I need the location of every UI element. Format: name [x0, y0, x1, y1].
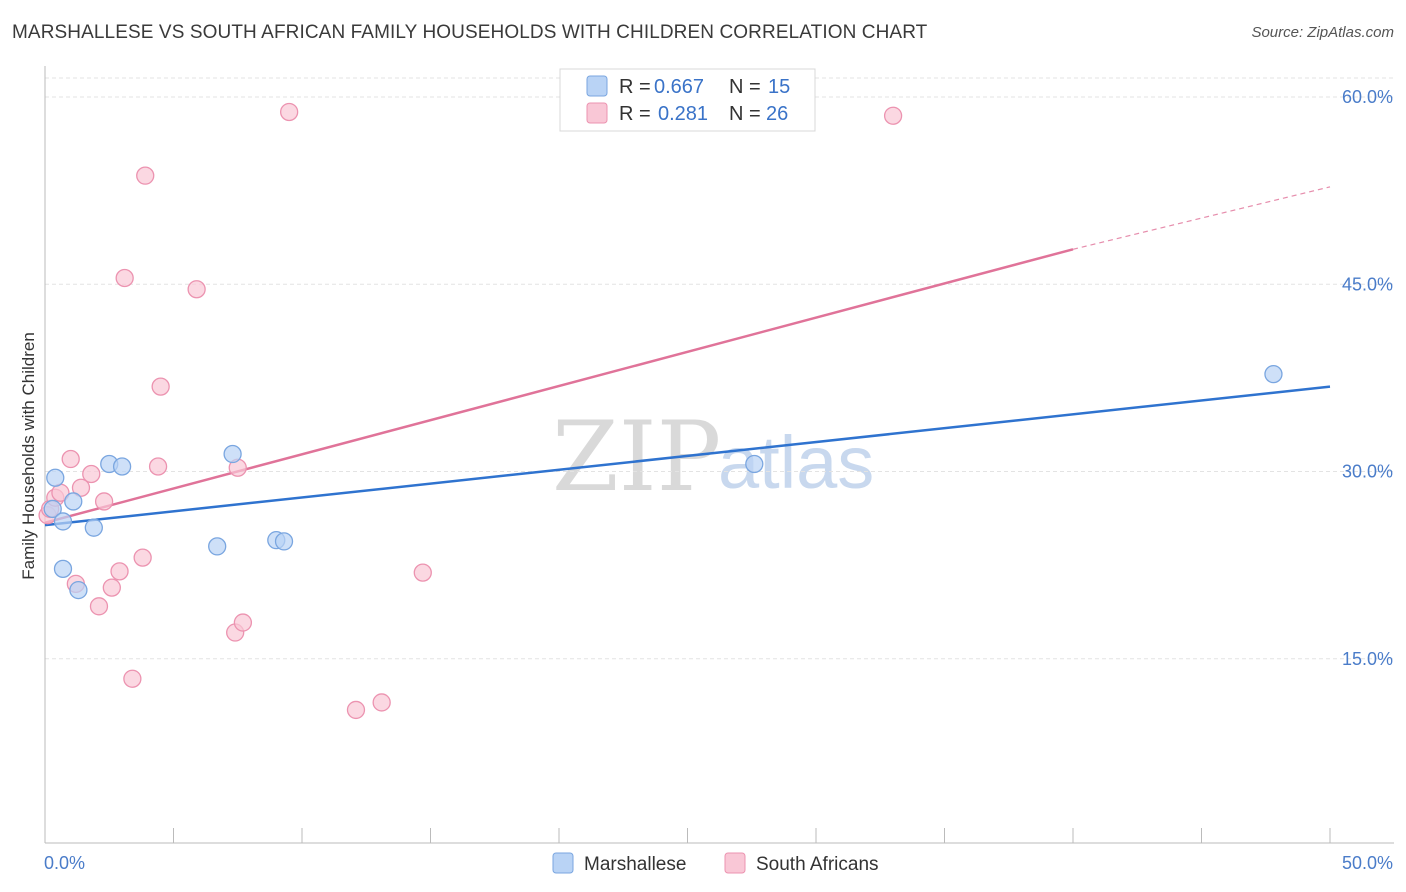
- point-marshallese: [53, 512, 73, 531]
- x-tick-label: 50.0%: [1342, 853, 1393, 873]
- point-south-africans: [346, 700, 366, 720]
- point-south-africans: [136, 166, 155, 185]
- point-south-africans: [233, 613, 253, 632]
- bottom-legend-marshallese: Marshallese: [584, 854, 686, 875]
- point-south-africans: [94, 492, 114, 511]
- point-marshallese: [69, 580, 88, 600]
- trend-line-south-africans-extension: [1072, 186, 1331, 250]
- legend-n-label-1: N =: [729, 76, 761, 98]
- point-south-africans: [372, 693, 391, 712]
- point-south-africans: [883, 106, 903, 125]
- bottom-legend-swatch-south-africans: [724, 852, 746, 874]
- point-marshallese: [64, 492, 83, 511]
- point-marshallese: [223, 444, 242, 464]
- legend-swatch-marshallese: [586, 75, 608, 97]
- point-marshallese: [274, 532, 294, 551]
- point-south-africans: [102, 578, 121, 597]
- gridlines: [45, 77, 1394, 660]
- point-south-africans: [82, 464, 101, 484]
- y-tick-label: 45.0%: [1342, 274, 1393, 294]
- point-marshallese: [84, 518, 103, 537]
- point-south-africans: [115, 268, 134, 288]
- point-south-africans: [187, 280, 206, 299]
- point-marshallese: [112, 457, 132, 476]
- legend-n-value-2: 26: [766, 103, 788, 125]
- point-south-africans: [133, 548, 152, 567]
- point-south-africans: [148, 457, 168, 476]
- point-south-africans: [71, 478, 91, 497]
- trend-lines: [44, 186, 1331, 527]
- y-tick-label: 15.0%: [1342, 649, 1393, 669]
- legend-r-value-2: 0.281: [658, 103, 708, 125]
- point-south-africans: [61, 449, 80, 469]
- point-marshallese: [208, 537, 227, 556]
- legend-r-value-1: 0.667: [654, 76, 704, 98]
- y-axis-label: Family Households with Children: [19, 332, 38, 580]
- bottom-legend-swatch-marshallese: [552, 852, 574, 874]
- watermark-atlas: atlas: [718, 421, 874, 504]
- trend-line-marshallese: [44, 385, 1331, 527]
- axes: 15.0% 30.0% 45.0% 60.0% 0.0% 50.0%: [44, 66, 1394, 873]
- point-south-africans: [89, 597, 109, 616]
- trend-line-south-africans: [44, 248, 1074, 524]
- point-marshallese: [745, 454, 764, 474]
- legend-r-label-1: R =: [619, 76, 651, 98]
- bottom-legend: Marshallese South Africans: [552, 852, 879, 875]
- point-south-africans: [413, 563, 432, 582]
- chart-title: MARSHALLESE VS SOUTH AFRICAN FAMILY HOUS…: [12, 22, 928, 43]
- point-marshallese: [43, 499, 62, 519]
- point-south-africans: [123, 669, 142, 688]
- bottom-legend-south-africans: South Africans: [756, 854, 879, 875]
- y-tick-label: 60.0%: [1342, 87, 1393, 107]
- point-marshallese: [53, 559, 73, 579]
- source-label: Source: ZipAtlas.com: [1251, 24, 1394, 41]
- legend-n-value-1: 15: [768, 76, 790, 98]
- watermark-zip: ZIP: [552, 401, 721, 513]
- legend-r-label-2: R =: [619, 103, 651, 125]
- point-marshallese: [1264, 364, 1283, 384]
- y-tick-label: 30.0%: [1342, 462, 1393, 482]
- legend-swatch-south-africans: [586, 102, 608, 124]
- legend-n-label-2: N =: [729, 103, 761, 125]
- x-tick-label: 0.0%: [44, 853, 85, 873]
- data-points: [38, 102, 1283, 720]
- point-marshallese: [46, 468, 65, 487]
- point-south-africans: [110, 562, 129, 581]
- legend: R = 0.667 N = 15 R = 0.281 N = 26: [559, 68, 816, 132]
- point-south-africans: [151, 377, 170, 396]
- point-south-africans: [279, 102, 299, 122]
